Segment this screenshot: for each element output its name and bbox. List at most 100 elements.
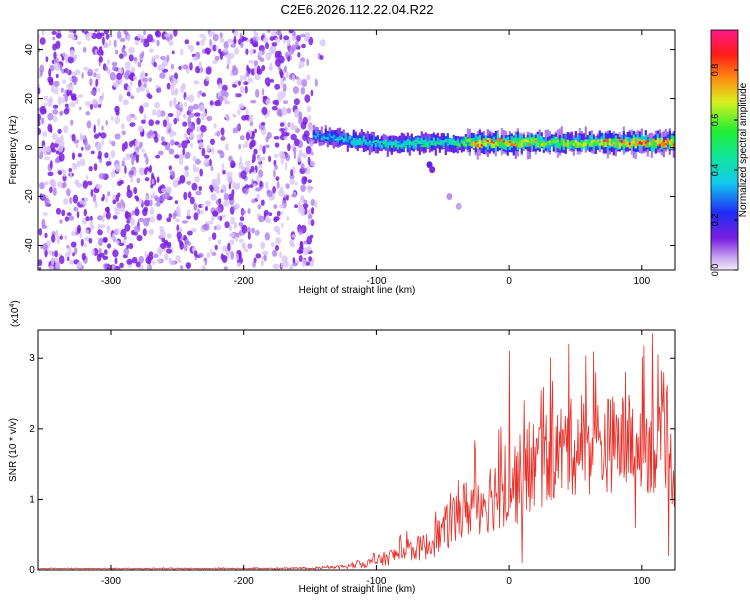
spectrogram-signal-cell [492,141,495,144]
spectrogram-noise-cell [117,192,121,198]
spectrogram-signal-cell [630,140,633,145]
spectrogram-noise-cell [268,212,273,217]
spectrogram-noise-cell [279,90,286,99]
spectrogram-signal-cell [440,140,443,143]
spectrogram-noise-cell [219,37,225,43]
spectrogram-signal-cell [498,140,501,147]
spectrogram-noise-cell [104,206,110,213]
spectrogram-noise-cell [290,169,293,177]
spectrogram-noise-cell [97,223,101,232]
spectrogram-noise-cell [251,227,256,234]
spectrogram-signal-cell [672,135,675,144]
spectrogram-x-ticks: -300 -200 -100 0 100 [101,30,651,287]
spectrogram-noise-cell [159,230,166,239]
spectrogram-y-axis-label: Frequency (Hz) [8,116,19,185]
spectrogram-noise-cell [212,33,219,42]
spectrogram-noise-cell [42,131,48,138]
spectrogram-signal-cell [366,131,369,148]
spectrogram-noise-cell [109,72,116,81]
spectrogram-noise-cell [215,45,219,51]
spectrogram-noise-cell [198,141,204,148]
spectrogram-noise-cell [83,138,88,146]
spectrogram-noise-cell [156,200,161,207]
spectrogram-noise-cell [306,235,313,245]
spectrogram-noise-cell [44,197,50,206]
spectrogram-noise-cell [262,36,269,44]
spectrogram-noise-cell [272,186,276,194]
spectrogram-noise-cell [222,170,226,175]
spectrogram-noise-cell [62,174,67,182]
spectrogram-noise-cell [90,89,97,96]
spectrogram-noise-cell [81,72,84,79]
spectrogram-noise-cell [44,232,48,239]
spectrogram-noise-cell [53,51,57,60]
spectrogram-noise-cell [271,42,278,47]
spectrogram-noise-cell [296,35,301,42]
spectrogram-noise-cell [111,232,116,241]
spectrogram-noise-cell [156,213,162,221]
spectrogram-noise-cell [123,248,130,256]
spectrogram-noise-cell [180,48,184,56]
spectrogram-noise-cell [282,76,286,81]
spectrogram-signal-cell [632,140,635,143]
spectrogram-noise-cell [92,193,97,203]
spectrogram-signal-cell [336,137,339,143]
spectrogram-frame [37,29,676,271]
snr-frame [37,329,676,571]
spectrogram-noise-cell [279,68,283,76]
spectrogram-noise-cell [182,235,187,241]
spectrogram-signal-cell [612,138,615,144]
spectrogram-signal-cell [488,139,491,143]
spectrogram-noise-cell [173,30,178,37]
spectrogram-signal-cell [416,140,419,144]
spectrogram-noise-cell [152,109,157,116]
spectrogram-noise-cell [306,58,310,67]
spectrogram-signal-cell [572,140,575,146]
spectrogram-noise-cell [266,189,271,194]
spectrogram-noise-cell [161,141,168,146]
spectrogram-noise-cell [184,171,190,177]
spectrogram-noise-cell [232,84,237,88]
spectrogram-signal-cell [358,138,361,146]
spectrogram-signal-cell [508,140,511,146]
spectrogram-noise-cell [230,216,236,225]
spectrogram-noise-cell [274,164,278,170]
spectrogram-signal-cell [442,140,445,143]
spectrogram-signal-cell [594,141,597,147]
snr-y-scale-prefix: (x104) [9,300,21,327]
spectrogram-noise-cell [141,50,145,58]
spectrogram-noise-cell [161,188,167,193]
spectrogram-noise-cell [291,234,297,239]
spectrogram-noise-cell [241,224,248,234]
spectrogram-signal-cell [660,142,663,146]
spectrogram-signal-cell [500,138,503,141]
spectrogram-noise-cell [281,210,284,215]
spectrogram-signal-cell [496,142,499,147]
snr-series-line [38,333,675,570]
spectrogram-noise-cell [198,104,205,112]
spectrogram-noise-cell [231,189,235,197]
spectrogram-noise-cell [111,61,118,67]
spectrogram-noise-cell [181,82,186,90]
spectrogram-noise-cell [115,109,120,116]
spectrogram-signal-cell [634,142,637,145]
spectrogram-noise-cell [40,194,46,199]
spectrogram-noise-cell [104,249,108,255]
spectrogram-noise-cell [52,133,58,140]
spectrogram-noise-cell [236,233,240,237]
spectrogram-noise-cell [217,149,223,154]
spectrogram-noise-cell [254,67,257,76]
spectrogram-signal-cell [512,143,515,146]
spectrogram-signal-cell [608,138,611,145]
spectrogram-noise-cell [44,249,48,258]
spectrogram-noise-cell [228,52,235,60]
spectrogram-signal-cell [398,144,401,148]
spectrogram-noise-cell [319,39,326,47]
spectrogram-noise-cell [220,189,224,194]
spectrogram-noise-cell [96,73,101,81]
spectrogram-noise-cell [210,193,217,201]
colorbar-tick-label: 0.2 [710,214,720,227]
spectrogram-noise-cell [61,209,66,217]
spectrogram-signal-cell [426,133,429,148]
spectrogram-noise-cell [163,239,169,245]
